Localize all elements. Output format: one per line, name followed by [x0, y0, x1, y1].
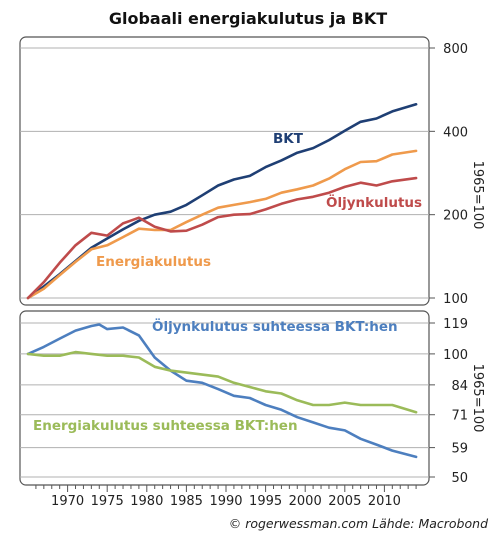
x-tick-label: 2010: [368, 494, 401, 509]
x-axis-ticks: 1970 1975 1980 1985 1990 1995 2000 2005 2010: [35, 484, 417, 509]
bottom-y-tick-label: 50: [451, 471, 468, 486]
bottom-y-tick-label: 119: [443, 317, 468, 332]
energia-series-label: Energiakulutus: [96, 254, 211, 270]
bottom-panel-lines: [26, 323, 418, 459]
x-tick-label: 1985: [170, 494, 203, 509]
x-tick-label: 1990: [209, 494, 242, 509]
x-tick-label: 2005: [328, 494, 361, 509]
top-y-tick-label: 100: [443, 292, 468, 307]
bottom-panel-y-ticks: 50 59 71 84 100 119: [429, 317, 468, 486]
top-y-tick-label: 400: [443, 125, 468, 140]
x-tick-label: 1995: [249, 494, 282, 509]
x-tick-label: 1970: [51, 494, 84, 509]
top-panel-frame: [19, 36, 430, 306]
x-tick-label: 2000: [289, 494, 322, 509]
oljy_ratio-line: [26, 323, 418, 459]
top-panel: 100 200 400 800 1965=100 BKT Energiakulutus…: [19, 36, 485, 307]
bottom-panel-frame: [19, 310, 430, 486]
energia-line: [26, 149, 418, 300]
bottom-y-tick-label: 100: [443, 348, 468, 363]
top-panel-y-axis-label: 1965=100: [470, 161, 485, 230]
x-tick-label: 1975: [91, 494, 124, 509]
top-panel-lines: [26, 103, 418, 300]
bottom-y-tick-label: 59: [451, 442, 468, 457]
bottom-y-tick-label: 84: [451, 379, 468, 394]
bottom-panel-grid: [20, 322, 429, 478]
top-panel-grid: [20, 47, 429, 299]
top-y-tick-label: 200: [443, 209, 468, 224]
bottom-y-tick-label: 71: [451, 409, 468, 424]
energia_ratio-line: [26, 350, 418, 414]
energia-ratio-series-label: Energiakulutus suhteessa BKT:hen: [33, 418, 298, 434]
chart-title: Globaali energiakulutus ja BKT: [109, 9, 387, 28]
oljy-ratio-series-label: Öljynkulutus suhteessa BKT:hen: [152, 317, 398, 335]
bottom-panel-y-axis-label: 1965=100: [470, 364, 485, 433]
oljy-series-label: Öljynkulutus: [326, 193, 422, 211]
top-y-tick-label: 800: [443, 42, 468, 57]
bottom-panel: 50 59 71 84 100 119 1970 1975 1980 1985 1990 1995 2…: [19, 310, 485, 509]
oljy-line: [26, 176, 418, 300]
top-panel-y-ticks: 100 200 400 800: [429, 42, 468, 307]
source-credit: © rogerwessman.com Lähde: Macrobond: [229, 516, 488, 531]
x-tick-label: 1980: [130, 494, 163, 509]
bkt-series-label: BKT: [273, 131, 304, 147]
bkt-line: [26, 103, 418, 300]
